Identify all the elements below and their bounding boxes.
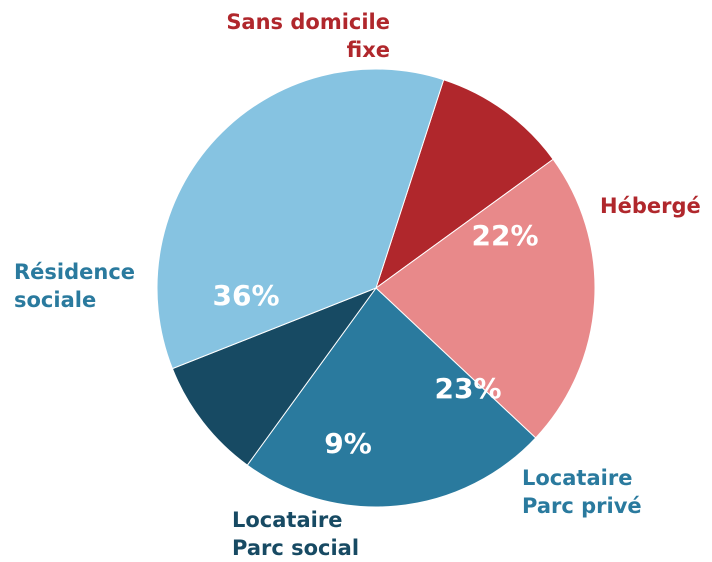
value-label: 23% [434,372,501,405]
category-label: Hébergé [600,194,701,218]
value-label: 36% [212,279,279,312]
slice [375,79,554,290]
slice [246,287,537,508]
slice [375,158,596,439]
value-label: 22% [471,219,538,252]
category-label: Sans domicile fixe [226,10,390,62]
category-label: Locataire Parc social [232,508,360,560]
slice [171,286,378,466]
slice [156,68,445,370]
category-label: Résidence sociale [14,260,136,312]
category-label: Locataire Parc privé [522,466,642,518]
value-label: 9% [324,427,372,460]
